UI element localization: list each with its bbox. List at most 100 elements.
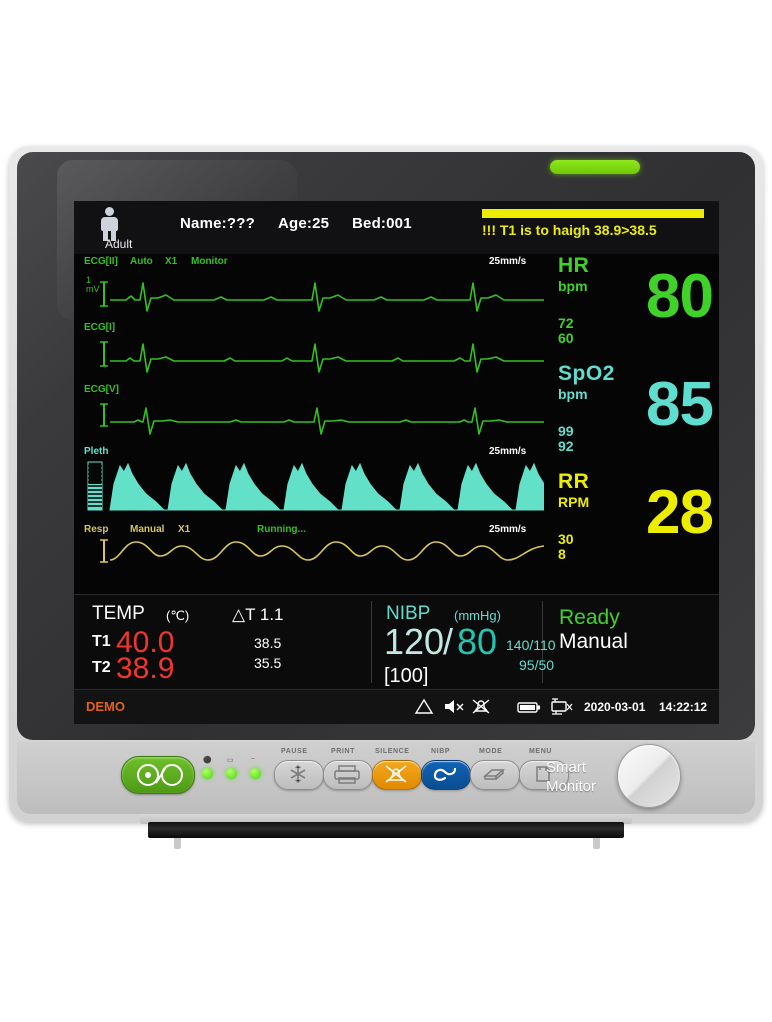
button-label-silence: SILENCE	[375, 748, 410, 755]
parameter-panel: TEMP (℃) △T 1.1 T1 40.0 T2 38.9 38.5 35.…	[74, 594, 719, 690]
menu-button[interactable]	[519, 760, 569, 790]
wave-sub-ecg2-scale: X1	[165, 256, 178, 267]
freeze-snowflake-icon	[290, 764, 306, 784]
pause-button[interactable]	[274, 760, 324, 790]
ac-power-led	[250, 768, 261, 779]
wave-svg-resp	[100, 539, 544, 563]
temp-t2-value: 38.9	[116, 652, 175, 685]
wave-sub-ecg2-gain: Auto	[130, 256, 153, 267]
wave-speed-ecg2: 25mm/s	[489, 256, 527, 267]
wave-sub-resp-mode: Manual	[130, 524, 165, 535]
wave-label-pleth: Pleth	[84, 446, 109, 457]
speaker-muted-icon[interactable]	[442, 697, 466, 721]
nibp-limit-high: 140/110	[506, 637, 556, 653]
waveform-row-pleth[interactable]: Pleth 25mm/s	[74, 444, 544, 522]
vital-value-spo2: 85	[646, 370, 714, 439]
vital-name-rr: RR	[558, 470, 590, 493]
alarm-banner[interactable]: !!! T1 is to haigh 38.9>38.5	[482, 209, 712, 238]
waveform-row-ecg2[interactable]: ECG[II] Auto X1 Monitor 25mm/s 1 mV	[74, 254, 544, 320]
patient-name[interactable]: Name:???	[180, 215, 255, 232]
vitals-column: HR bpm 80 72 60 SpO2 bpm 85 99 92 RR RPM…	[544, 254, 719, 594]
wave-svg-pleth	[87, 461, 544, 511]
device-base-plate	[140, 814, 632, 824]
adult-patient-icon	[96, 207, 122, 241]
wave-label-ecg2: ECG[II]	[84, 256, 118, 267]
vital-block-spo2[interactable]: SpO2 bpm 85 99 92	[544, 362, 719, 470]
wave-speed-resp: 25mm/s	[489, 524, 527, 535]
patient-info-bar: Adult Name:??? Age:25 Bed:001 !!! T1 is …	[74, 201, 719, 254]
nibp-mode: Manual	[559, 630, 628, 653]
alarm-led	[202, 768, 213, 779]
wave-label-ecgv: ECG[V]	[84, 384, 119, 395]
temp-unit: (℃)	[166, 608, 190, 623]
vital-limit-spo2-low: 92	[558, 438, 574, 454]
waveform-row-resp[interactable]: Resp Manual X1 Running... 25mm/s	[74, 522, 544, 594]
pleth-bar-indicator	[87, 461, 103, 511]
waveform-row-ecgv[interactable]: ECG[V]	[74, 382, 544, 444]
vital-name-spo2: SpO2	[558, 362, 615, 385]
vital-block-rr[interactable]: RR RPM 28 30 8	[544, 470, 719, 578]
rotary-knob[interactable]	[617, 744, 681, 808]
vital-unit-spo2: bpm	[558, 386, 588, 402]
display-bezel: Adult Name:??? Age:25 Bed:001 !!! T1 is …	[17, 152, 755, 740]
vital-limit-spo2-high: 99	[558, 423, 574, 439]
vital-value-rr: 28	[646, 478, 714, 547]
vital-unit-rr: RPM	[558, 494, 590, 510]
power-button[interactable]	[121, 756, 195, 794]
vital-value-hr: 80	[646, 262, 714, 331]
patient-bed[interactable]: Bed:001	[352, 215, 412, 232]
wave-cal-ecg2: 1 mV	[86, 275, 100, 294]
status-date: 2020-03-01	[584, 700, 646, 714]
network-disconnected-icon[interactable]	[548, 697, 574, 721]
battery-icon[interactable]	[516, 697, 542, 721]
temp-t2-label: T2	[92, 659, 111, 676]
bell-crossed-icon[interactable]	[470, 697, 492, 721]
alarm-message: !!! T1 is to haigh 38.9>38.5	[482, 222, 657, 238]
wave-sub-resp-scale: X1	[178, 524, 191, 535]
print-button[interactable]	[323, 760, 373, 790]
base-foot-right	[593, 838, 600, 849]
temp-limit-low: 35.5	[254, 655, 282, 671]
temp-t1-value: 40.0	[116, 626, 175, 659]
alarm-highlight-bar	[482, 209, 704, 218]
param-divider-2	[542, 601, 543, 683]
nibp-systolic: 120	[384, 621, 445, 662]
control-panel: ⚫ ▭ ~ PAUSE PRINT SILENCE	[17, 742, 755, 814]
vital-unit-hr: bpm	[558, 278, 588, 294]
alarm-indicator-lamp	[550, 160, 640, 174]
temp-t1-label: T1	[92, 633, 111, 650]
wave-svg-ecgv	[100, 403, 544, 435]
wave-speed-pleth: 25mm/s	[489, 446, 527, 457]
mode-layers-icon	[482, 769, 506, 780]
wave-svg-ecg2	[100, 281, 544, 312]
device-brand: Smart Monitor	[546, 758, 596, 796]
alarm-silence-bell-icon	[385, 765, 407, 783]
demo-mode-label: DEMO	[86, 699, 125, 714]
base-foot-left	[174, 838, 181, 849]
status-bar: DEMO	[74, 689, 719, 724]
patient-type-block[interactable]: Adult	[82, 206, 152, 252]
patient-age[interactable]: Age:25	[278, 215, 330, 232]
nibp-cuff-icon	[433, 767, 457, 781]
nibp-diastolic: 80	[457, 621, 498, 662]
nibp-mean: [100]	[384, 665, 429, 687]
waveform-row-ecg1[interactable]: ECG[I]	[74, 320, 544, 382]
wave-label-ecg1: ECG[I]	[84, 322, 116, 333]
ac-power-led-icon: ~	[251, 756, 256, 763]
battery-led	[226, 768, 237, 779]
temp-delta: △T 1.1	[232, 605, 284, 624]
vital-block-hr[interactable]: HR bpm 80 72 60	[544, 254, 719, 362]
vital-limit-rr-low: 8	[558, 546, 566, 562]
wave-svg-ecg1	[100, 341, 544, 373]
printer-icon	[334, 765, 360, 784]
silence-button[interactable]	[372, 760, 422, 790]
vital-name-hr: HR	[558, 254, 590, 277]
alarm-triangle-icon[interactable]	[414, 697, 434, 721]
status-time: 14:22:12	[659, 700, 708, 714]
nibp-title: NIBP	[386, 603, 431, 624]
vital-limit-rr-high: 30	[558, 531, 574, 547]
mode-button[interactable]	[470, 760, 520, 790]
nibp-button[interactable]	[421, 760, 471, 790]
battery-led-icon: ▭	[227, 757, 234, 764]
temp-limit-high: 38.5	[254, 635, 282, 651]
